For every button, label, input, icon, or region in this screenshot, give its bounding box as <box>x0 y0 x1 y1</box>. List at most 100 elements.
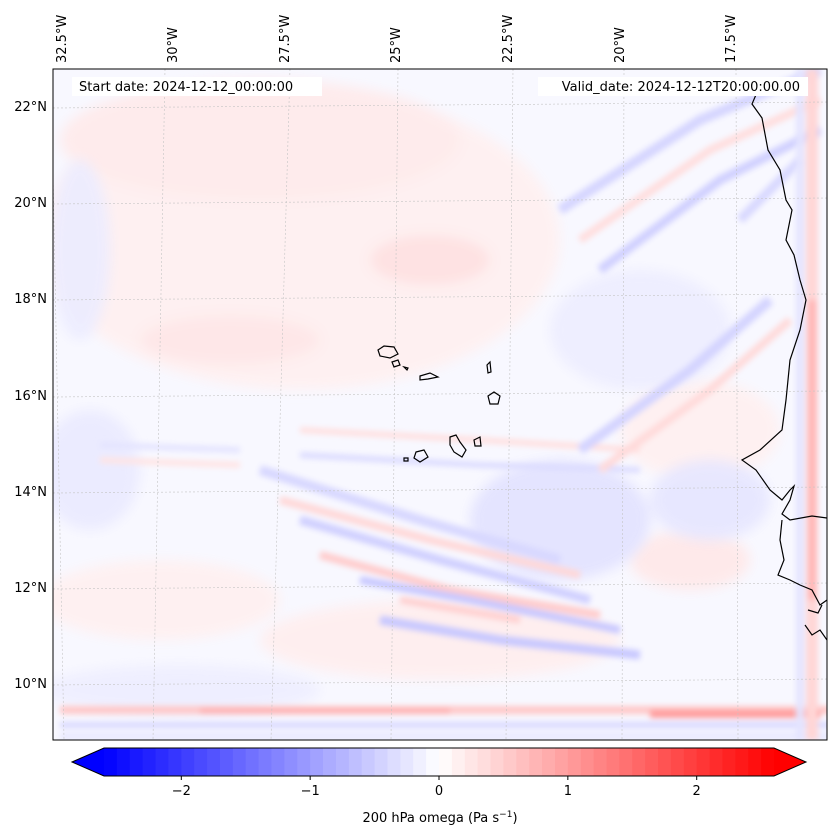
colorbar-segment <box>658 748 672 776</box>
island-sal <box>486 360 492 374</box>
colorbar-segment <box>374 748 389 776</box>
colorbar-segment <box>400 748 414 776</box>
colorbar-segment <box>310 748 324 776</box>
island-sao-nicolau <box>419 372 440 381</box>
colorbar-segment <box>194 748 208 776</box>
lon-label: 32.5°W <box>55 15 70 63</box>
colorbar-segment <box>670 748 685 776</box>
lat-label: 12°N <box>14 581 47 596</box>
colorbar-segment <box>245 748 260 776</box>
colorbar-segment <box>335 748 350 776</box>
colorbar: −2 −1 0 1 2 200 hPa omega (Pa s−1) <box>70 747 808 826</box>
colorbar-segment <box>439 748 453 776</box>
colorbar-tick-label: 2 <box>693 784 701 799</box>
colorbar-segment <box>271 748 285 776</box>
colorbar-segment <box>761 748 775 776</box>
colorbar-segment <box>168 748 182 776</box>
colorbar-segment <box>503 748 517 776</box>
colorbar-segment <box>567 748 582 776</box>
colorbar-segment <box>619 748 633 776</box>
map-plot-area: Start date: 2024-12-12_00:00:00 Valid_da… <box>53 69 827 740</box>
colorbar-segment <box>426 748 440 776</box>
colorbar-segment <box>104 748 118 776</box>
island-sao-vicente <box>391 359 401 368</box>
colorbar-ticks: −2 −1 0 1 2 <box>172 776 701 799</box>
omega-negative-regions <box>53 160 770 715</box>
colorbar-outline <box>70 747 808 777</box>
colorbar-segment <box>490 748 505 776</box>
lon-label: 22.5°W <box>501 15 516 63</box>
colorbar-segment <box>645 748 659 776</box>
omega-wave-bands <box>99 69 823 660</box>
colorbar-segment <box>387 748 401 776</box>
map-gridlines <box>53 69 827 740</box>
colorbar-segment <box>722 748 736 776</box>
lat-label: 14°N <box>14 485 47 500</box>
lat-label: 22°N <box>14 100 47 115</box>
colorbar-segment <box>464 748 479 776</box>
colorbar-segment <box>284 748 298 776</box>
island-boa-vista <box>487 391 501 405</box>
colorbar-segment <box>219 748 234 776</box>
omega-bottom-stripes <box>60 706 827 739</box>
colorbar-segment <box>142 748 157 776</box>
colorbar-segment <box>606 748 620 776</box>
colorbar-segment <box>593 748 608 776</box>
map-frame <box>52 68 828 741</box>
colorbar-segment <box>580 748 595 776</box>
colorbar-segments <box>72 748 806 776</box>
longitude-labels: 32.5°W 30°W 27.5°W 25°W 22.5°W 20°W 17.5… <box>55 15 739 63</box>
colorbar-segment <box>529 748 543 776</box>
lon-label: 17.5°W <box>724 15 739 63</box>
lat-label: 10°N <box>14 677 47 692</box>
lat-label: 16°N <box>14 389 47 404</box>
lat-label: 18°N <box>14 292 47 307</box>
colorbar-segment <box>129 748 144 776</box>
island-santa-luzia <box>402 365 409 372</box>
colorbar-segment <box>683 748 698 776</box>
colorbar-segment <box>477 748 492 776</box>
island-santiago <box>449 434 467 458</box>
colorbar-segment <box>413 748 427 776</box>
colorbar-segment <box>361 748 376 776</box>
start-date-text: Start date: 2024-12-12_00:00:00 <box>79 80 293 95</box>
colorbar-segment <box>554 748 569 776</box>
island-brava <box>403 457 409 462</box>
lon-label: 20°W <box>613 27 628 63</box>
colorbar-segment <box>232 748 247 776</box>
coastline-africa <box>740 89 827 641</box>
lon-label: 30°W <box>166 27 181 63</box>
colorbar-segment <box>297 748 311 776</box>
colorbar-segment <box>323 748 337 776</box>
colorbar-label: 200 hPa omega (Pa s−1) <box>362 810 517 826</box>
colorbar-segment <box>348 748 363 776</box>
start-date-box <box>72 77 322 96</box>
colorbar-tick-label: −1 <box>301 784 320 799</box>
colorbar-segment <box>735 748 749 776</box>
colorbar-segment <box>632 748 646 776</box>
colorbar-tick-label: 1 <box>564 784 572 799</box>
colorbar-segment <box>116 748 131 776</box>
colorbar-segment <box>696 748 711 776</box>
valid-date-text: Valid_date: 2024-12-12T20:00:00.00 <box>562 80 800 95</box>
colorbar-segment <box>258 748 273 776</box>
island-fogo <box>413 449 429 463</box>
colorbar-segment <box>181 748 195 776</box>
island-maio <box>473 436 482 447</box>
colorbar-segment <box>709 748 724 776</box>
colorbar-segment <box>542 748 556 776</box>
colorbar-extend-low <box>72 748 104 776</box>
colorbar-tick-label: 0 <box>435 784 443 799</box>
island-santo-antao <box>377 345 399 359</box>
colorbar-tick-label: −2 <box>172 784 191 799</box>
colorbar-extend-high <box>774 748 806 776</box>
colorbar-segment <box>748 748 762 776</box>
colorbar-segment <box>207 748 221 776</box>
colorbar-segment <box>451 748 466 776</box>
cape-verde-islands <box>377 345 501 463</box>
latitude-labels: 22°N 20°N 18°N 16°N 14°N 12°N 10°N <box>14 100 47 692</box>
valid-date-box <box>538 77 808 96</box>
lon-label: 25°W <box>389 27 404 63</box>
omega-positive-regions <box>53 80 780 680</box>
